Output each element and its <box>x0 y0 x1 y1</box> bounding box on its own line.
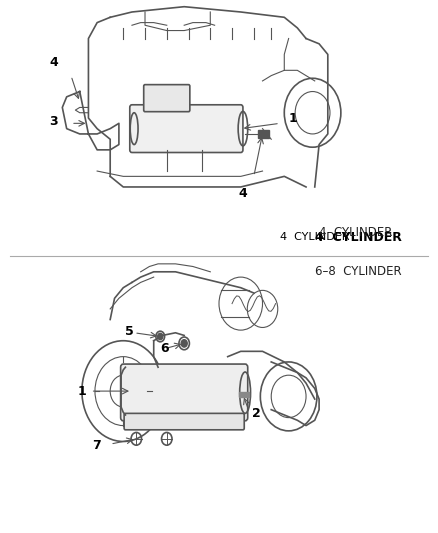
Text: 4  CYLINDER: 4 CYLINDER <box>315 231 402 244</box>
Text: 1: 1 <box>78 385 86 398</box>
Text: 5: 5 <box>125 325 134 338</box>
FancyBboxPatch shape <box>120 364 248 421</box>
Text: 4  CYLINDER: 4 CYLINDER <box>319 225 392 239</box>
Text: 7: 7 <box>92 439 101 452</box>
Text: 6: 6 <box>160 342 169 355</box>
FancyBboxPatch shape <box>124 414 244 430</box>
Text: 6–8  CYLINDER: 6–8 CYLINDER <box>315 265 401 278</box>
FancyBboxPatch shape <box>144 85 190 112</box>
Bar <box>258 130 269 138</box>
Circle shape <box>158 333 163 340</box>
Bar <box>239 392 250 397</box>
Text: 1: 1 <box>289 111 297 125</box>
Circle shape <box>181 340 187 347</box>
Text: 2: 2 <box>251 407 260 421</box>
Text: 4  CYLINDER: 4 CYLINDER <box>280 232 350 243</box>
Text: 4: 4 <box>49 56 58 69</box>
Text: 4: 4 <box>239 188 247 200</box>
Text: 3: 3 <box>49 115 58 128</box>
FancyBboxPatch shape <box>130 105 243 152</box>
